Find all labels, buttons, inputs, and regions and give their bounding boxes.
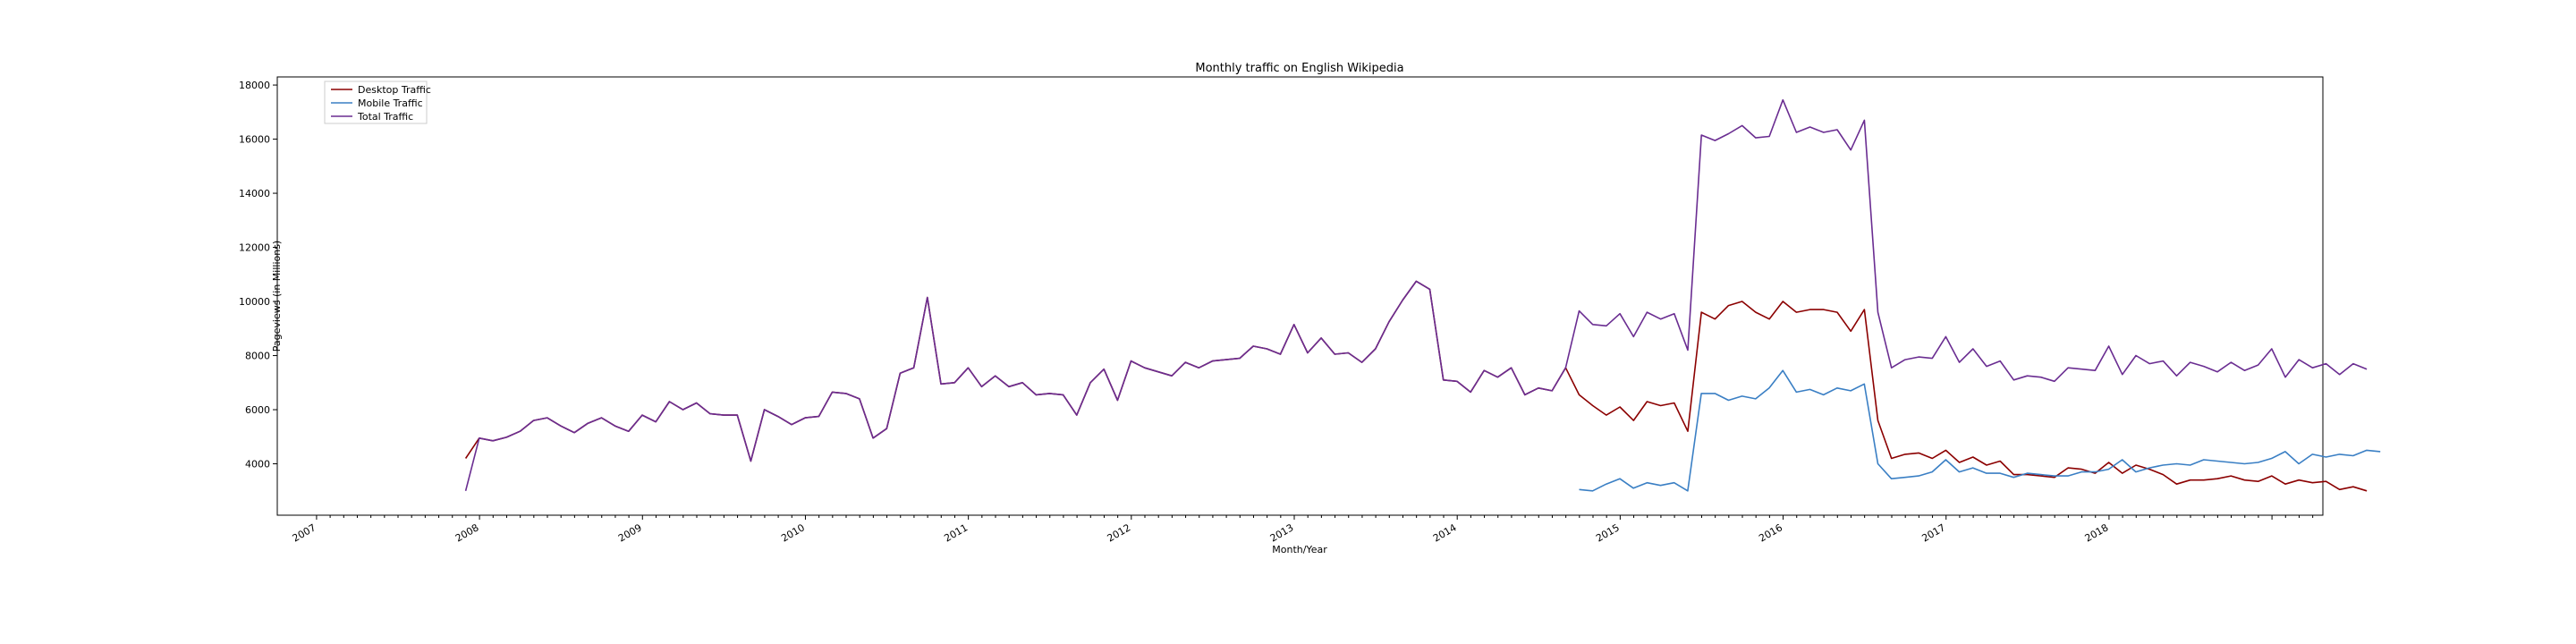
plot-area [276,76,2324,516]
x-axis-ticks: 2007 2008 2009 2010 2011 2012 2013 2014 2015 2016… [291,515,2314,545]
x-tick-label: 2007 [291,521,318,544]
chart-title: Monthly traffic on English Wikipedia [1195,62,1403,75]
y-tick-label: 10000 [239,296,270,308]
x-tick-label: 2017 [1919,521,1947,544]
y-tick-label: 16000 [239,134,270,146]
y-tick-label: 8000 [245,351,270,362]
series-line-total-traffic [464,98,2368,491]
legend-label: Desktop Traffic [358,84,431,96]
y-tick-label: 6000 [245,404,270,416]
x-tick-label: 2016 [1757,521,1784,544]
x-tick-label: 2009 [616,521,644,544]
y-axis-label: Pageviews (in Millions) [271,241,283,352]
y-tick-label: 4000 [245,459,270,470]
x-tick-label: 2010 [779,521,807,544]
y-tick-label: 18000 [239,80,270,91]
legend-label: Mobile Traffic [358,97,423,109]
y-tick-label: 14000 [239,188,270,199]
x-tick-label: 2018 [2083,521,2111,544]
y-axis-ticks: 4000 6000 8000 10000 12000 14000 16000 18000 [239,80,277,470]
y-tick-label: 12000 [239,242,270,254]
series-lines [464,98,2381,492]
x-tick-label: 2008 [453,521,481,544]
x-tick-label: 2013 [1268,521,1296,544]
x-tick-label: 2011 [942,521,970,544]
x-tick-label: 2015 [1594,521,1622,544]
x-tick-label: 2014 [1431,521,1459,544]
legend-label: Total Traffic [357,111,413,123]
series-line-mobile-traffic [1579,369,2381,492]
x-tick-label: 2012 [1106,521,1133,544]
x-axis-label: Month/Year [1272,544,1327,555]
